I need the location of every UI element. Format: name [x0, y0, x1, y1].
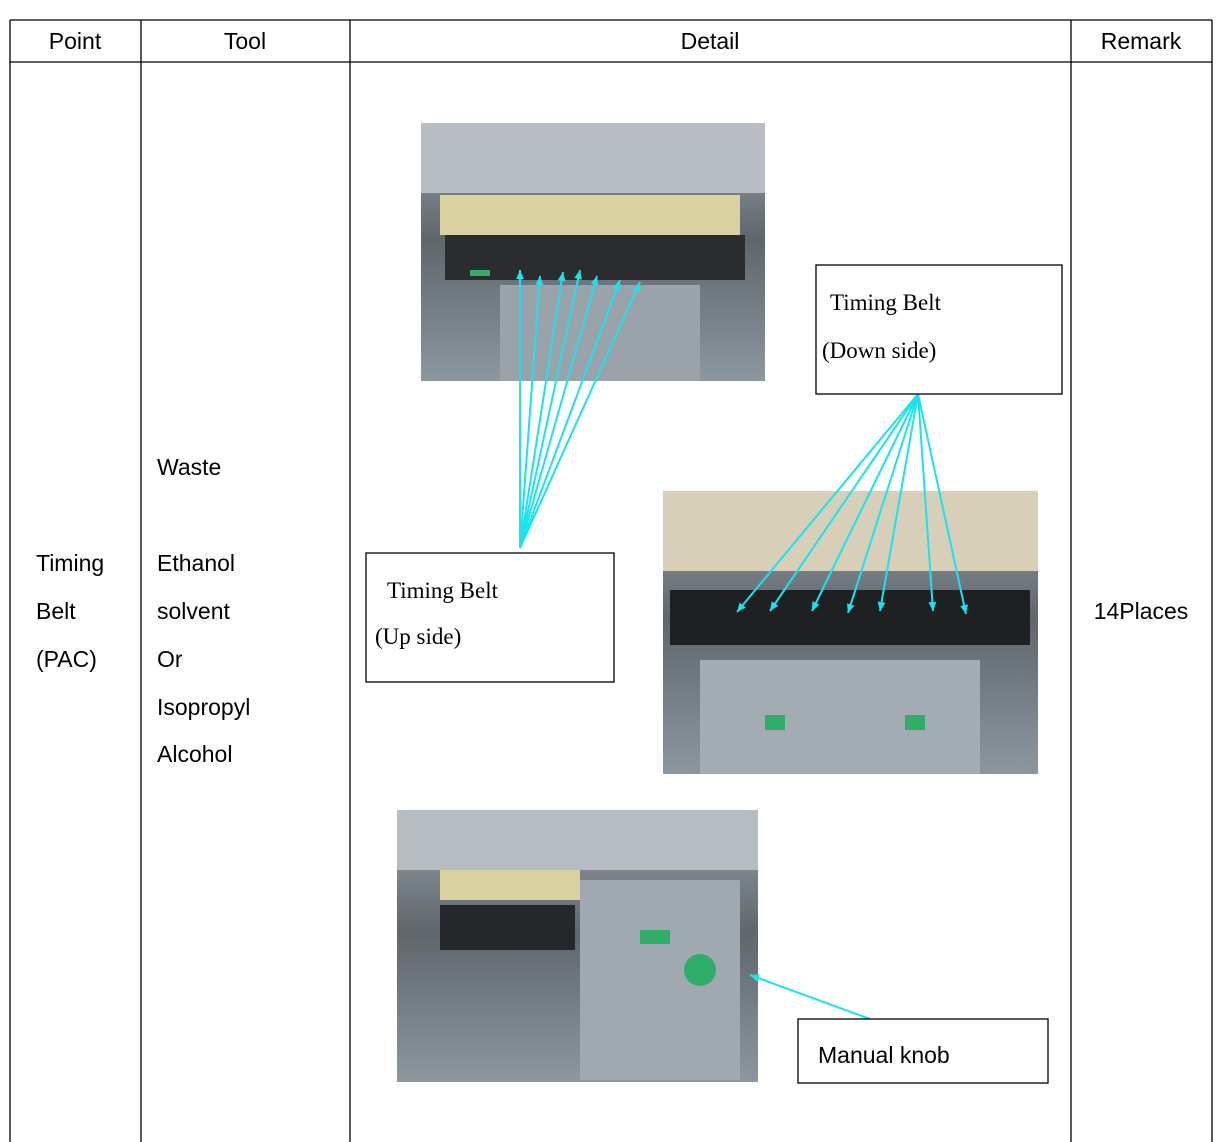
callout-box — [797, 1018, 1049, 1084]
callout-text: Manual knob — [818, 1042, 950, 1068]
header-cell: Point — [49, 28, 102, 54]
tool-text: Waste — [157, 454, 221, 480]
tool-text: solvent — [157, 598, 230, 624]
remark-text: 14Places — [1094, 598, 1189, 624]
callout-box — [365, 552, 615, 683]
table-grid — [9, 19, 1213, 1142]
callout-text: (Down side) — [822, 338, 936, 363]
photo — [663, 491, 1038, 774]
point-text: (PAC) — [36, 646, 97, 672]
tool-text: Or — [157, 646, 183, 672]
callout-text: (Up side) — [375, 624, 461, 649]
callout-text: Timing Belt — [830, 290, 942, 315]
tool-text: Ethanol — [157, 550, 235, 576]
tool-text: Isopropyl — [157, 694, 250, 720]
callout-box — [815, 264, 1063, 395]
header-cell: Tool — [224, 28, 266, 54]
callout-arrows — [516, 269, 641, 549]
photo — [421, 123, 765, 381]
point-text: Timing — [36, 550, 104, 576]
callout-text: Timing Belt — [387, 578, 499, 603]
callout-arrows — [736, 393, 968, 615]
point-text: Belt — [36, 598, 76, 624]
callout-arrow — [749, 974, 871, 1020]
photo — [397, 810, 758, 1082]
header-cell: Remark — [1101, 28, 1182, 54]
tool-text: Alcohol — [157, 741, 232, 767]
header-cell: Detail — [681, 28, 740, 54]
